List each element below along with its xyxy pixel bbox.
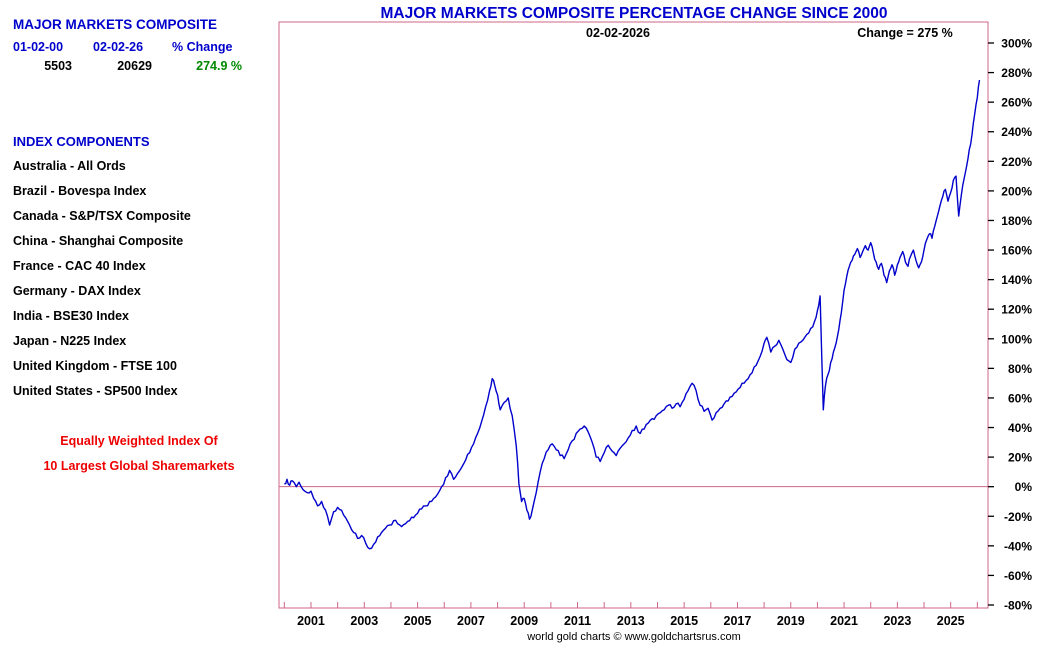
y-axis-tick-label: 260% [1001,96,1032,110]
x-axis-tick-label: 2011 [564,614,591,628]
y-axis-tick-label: 120% [1001,303,1032,317]
summary-value-end: 20629 [117,59,152,73]
index-component-item: China - Shanghai Composite [13,234,184,248]
y-axis-tick-label: 180% [1001,214,1032,228]
x-axis-tick-label: 2007 [457,614,485,628]
summary-values-row: 5503 20629 274.9 % [13,59,242,73]
x-axis-tick-label: 2009 [510,614,538,628]
chart-change-label: Change = 275 % [857,26,953,40]
summary-header-pct-change: % Change [172,40,233,54]
x-axis-tick-label: 2001 [297,614,325,628]
x-axis-tick-label: 2019 [777,614,805,628]
note-line-2: 10 Largest Global Sharemarkets [43,459,235,473]
y-axis-tick-label: 40% [1008,421,1032,435]
summary-header-end-date: 02-02-26 [93,40,144,54]
composite-line-chart: 300% 280% 260% 240% 220% 200% 180% 160% 140% 120%… [278,21,1033,628]
y-axis-tick-label: 0% [1015,480,1033,494]
y-axis-tick-label: 160% [1001,244,1032,258]
x-axis-tick-label: 2023 [883,614,911,628]
y-axis-tick-label: 220% [1001,155,1032,169]
index-component-item: Australia - All Ords [13,159,126,173]
y-axis-tick-label: 140% [1001,273,1032,287]
composite-series-line [284,79,981,550]
index-component-item: United States - SP500 Index [13,384,178,398]
x-axis-tick-label: 2021 [830,614,858,628]
equally-weighted-note: Equally Weighted Index Of 10 Largest Glo… [0,429,278,479]
composite-title: MAJOR MARKETS COMPOSITE [13,17,218,32]
y-axis-tick-label: 280% [1001,66,1032,80]
y-axis-tick-label: 80% [1008,362,1032,376]
index-component-item: Brazil - Bovespa Index [13,184,147,198]
x-axis-tick-label: 2017 [724,614,752,628]
y-axis-tick-label: -40% [1004,539,1032,553]
y-axis-tick-label: 300% [1001,37,1032,51]
summary-header-row: 01-02-00 02-02-26 % Change [13,40,242,54]
y-axis-tick-label: 20% [1008,451,1032,465]
note-line-1: Equally Weighted Index Of [60,434,218,448]
x-axis-tick-label: 2025 [937,614,965,628]
y-axis-tick-label: -60% [1004,569,1032,583]
y-axis-tick-label: 60% [1008,391,1032,405]
y-axis-tick-label: 240% [1001,125,1032,139]
x-axis-tick-label: 2005 [404,614,432,628]
y-axis-tick-label: 200% [1001,184,1032,198]
index-components-title: INDEX COMPONENTS [13,134,150,149]
chart-date-label: 02-02-2026 [586,26,650,40]
summary-header-start-date: 01-02-00 [13,40,64,54]
y-axis-tick-label: -80% [1004,599,1032,613]
y-axis-tick-label: 100% [1001,332,1032,346]
copyright-footer: world gold charts © www.goldchartsrus.co… [527,631,741,643]
summary-value-start: 5503 [44,59,72,73]
index-component-item: France - CAC 40 Index [13,259,146,273]
x-axis-tick-label: 2013 [617,614,645,628]
summary-value-pct-change: 274.9 % [196,59,242,73]
plot-border [278,21,989,609]
index-components-list: Australia - All Ords Brazil - Bovespa Ind… [13,154,191,404]
x-axis-tick-label: 2015 [670,614,698,628]
index-component-item: United Kingdom - FTSE 100 [13,359,177,373]
index-component-item: Canada - S&P/TSX Composite [13,209,191,223]
index-component-item: Germany - DAX Index [13,284,141,298]
chart-title: MAJOR MARKETS COMPOSITE PERCENTAGE CHANG… [380,5,888,22]
index-component-item: India - BSE30 Index [13,309,130,323]
x-axis-tick-label: 2003 [350,614,378,628]
index-component-item: Japan - N225 Index [13,334,127,348]
y-axis-tick-label: -20% [1004,510,1032,524]
